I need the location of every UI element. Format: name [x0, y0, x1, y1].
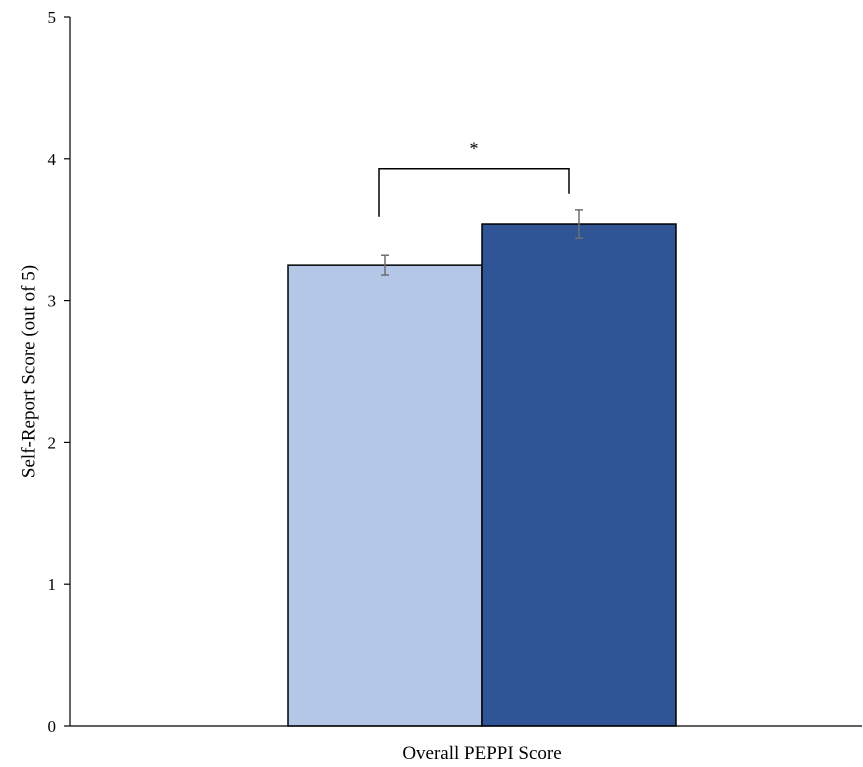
error-bar-series-2	[575, 209, 583, 239]
y-axis-ticks: 0 1 2 3 4 5	[48, 8, 70, 736]
significance-bracket: *	[378, 139, 570, 217]
x-category-label: Overall PEPPI Score	[402, 743, 561, 764]
y-tick-label: 0	[48, 717, 57, 736]
annotations: *	[378, 139, 570, 217]
significance-label: *	[470, 139, 479, 159]
y-axis-title: Self-Report Score (out of 5)	[19, 265, 40, 478]
y-tick-label: 4	[48, 150, 57, 169]
x-axis-categories: Overall PEPPI Score	[402, 743, 561, 764]
y-tick-label: 5	[48, 8, 57, 27]
error-bar-series-1	[381, 254, 389, 276]
bar-series-2	[481, 223, 677, 727]
bars	[287, 223, 677, 727]
bar-series-1	[287, 264, 483, 727]
error-bars	[381, 209, 583, 276]
y-tick-label: 1	[48, 575, 57, 594]
y-tick-label: 3	[48, 292, 57, 311]
y-tick-label: 2	[48, 433, 57, 452]
